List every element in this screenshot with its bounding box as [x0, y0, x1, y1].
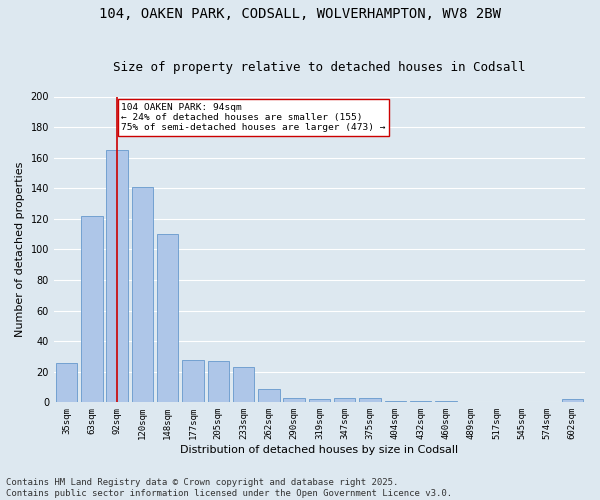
Bar [56, 362, 77, 403]
Title: Size of property relative to detached houses in Codsall: Size of property relative to detached ho… [113, 62, 526, 74]
Bar [562, 400, 583, 402]
Bar [385, 401, 406, 402]
Y-axis label: Number of detached properties: Number of detached properties [15, 162, 25, 337]
Text: 104, OAKEN PARK, CODSALL, WOLVERHAMPTON, WV8 2BW: 104, OAKEN PARK, CODSALL, WOLVERHAMPTON,… [99, 8, 501, 22]
Bar [435, 401, 457, 402]
Text: Contains HM Land Registry data © Crown copyright and database right 2025.
Contai: Contains HM Land Registry data © Crown c… [6, 478, 452, 498]
Bar [410, 401, 431, 402]
Bar [157, 234, 178, 402]
Bar [334, 398, 355, 402]
Text: 104 OAKEN PARK: 94sqm
← 24% of detached houses are smaller (155)
75% of semi-det: 104 OAKEN PARK: 94sqm ← 24% of detached … [121, 102, 385, 132]
Bar [359, 398, 381, 402]
Bar [81, 216, 103, 402]
X-axis label: Distribution of detached houses by size in Codsall: Distribution of detached houses by size … [181, 445, 458, 455]
Bar [258, 388, 280, 402]
Bar [182, 360, 204, 403]
Bar [233, 367, 254, 402]
Bar [131, 186, 153, 402]
Bar [309, 400, 330, 402]
Bar [106, 150, 128, 403]
Bar [208, 361, 229, 403]
Bar [283, 398, 305, 402]
